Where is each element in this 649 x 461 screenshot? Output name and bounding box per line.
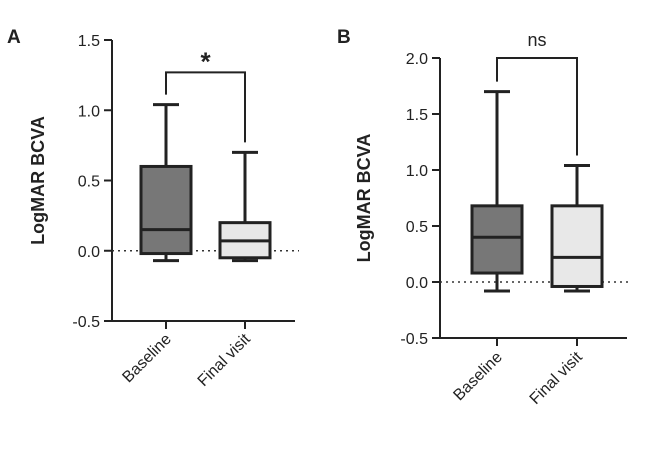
y-tick-label: -0.5: [72, 314, 100, 331]
significance-bracket: [496, 57, 578, 156]
significance-label: *: [200, 46, 211, 76]
box-final-visit: [550, 204, 604, 288]
y-axis-title: LogMAR BCVA: [28, 116, 48, 245]
panel-label: A: [7, 27, 21, 48]
y-tick-label: 0.0: [78, 244, 100, 261]
significance-bracket: [165, 71, 246, 143]
y-tick-label: 0.0: [406, 275, 428, 292]
y-tick-label: 0.5: [78, 174, 100, 191]
y-tick-label: 1.5: [78, 33, 100, 50]
y-tick-label: 1.5: [406, 107, 428, 124]
y-tick-label: -0.5: [400, 331, 428, 348]
y-tick-label: 2.0: [406, 51, 428, 68]
x-category-label: Baseline: [450, 349, 505, 404]
x-category-label: Baseline: [119, 331, 174, 386]
box-baseline: [470, 204, 524, 275]
y-tick-label: 0.5: [406, 219, 428, 236]
significance-label: ns: [527, 30, 546, 50]
y-axis-title: LogMAR BCVA: [354, 134, 374, 263]
y-tick-label: 1.0: [78, 103, 100, 120]
panel-label: B: [337, 27, 351, 48]
x-category-label: Final visit: [195, 330, 255, 390]
box-baseline: [139, 164, 193, 256]
y-tick-label: 1.0: [406, 163, 428, 180]
x-category-label: Final visit: [527, 348, 587, 408]
